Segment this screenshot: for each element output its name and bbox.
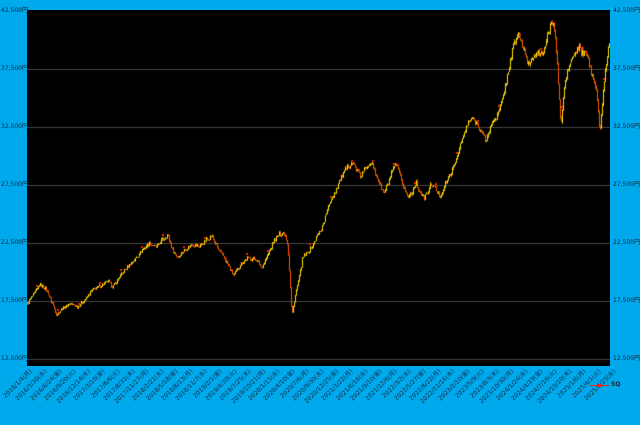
y-axis-label-left: 37,500円 (1, 65, 28, 72)
y-axis-label-right: 42,500円 (613, 7, 640, 14)
y-axis-label-left: 32,500円 (1, 123, 28, 130)
sq-line-icon (589, 383, 609, 387)
y-axis-label-left: 12,500円 (1, 355, 28, 362)
y-axis-label-right: 37,500円 (613, 65, 640, 72)
candlestick-plot[interactable] (27, 10, 610, 366)
sq-marker-icon (597, 383, 602, 387)
y-axis-label-right: 32,500円 (613, 123, 640, 130)
legend[interactable]: SQ (589, 380, 620, 390)
legend-sq-label: SQ (611, 381, 621, 388)
y-axis-label-left: 42,500円 (1, 7, 28, 14)
plot-area (27, 10, 610, 366)
y-axis-label-right: 12,500円 (613, 355, 640, 362)
y-axis-label-right: 17,500円 (613, 297, 640, 304)
y-axis-label-left: 27,500円 (1, 181, 28, 188)
y-axis-label-right: 27,500円 (613, 181, 640, 188)
y-axis-label-left: 17,500円 (1, 297, 28, 304)
y-axis-label-left: 22,500円 (1, 239, 28, 246)
y-axis-label-right: 22,500円 (613, 239, 640, 246)
